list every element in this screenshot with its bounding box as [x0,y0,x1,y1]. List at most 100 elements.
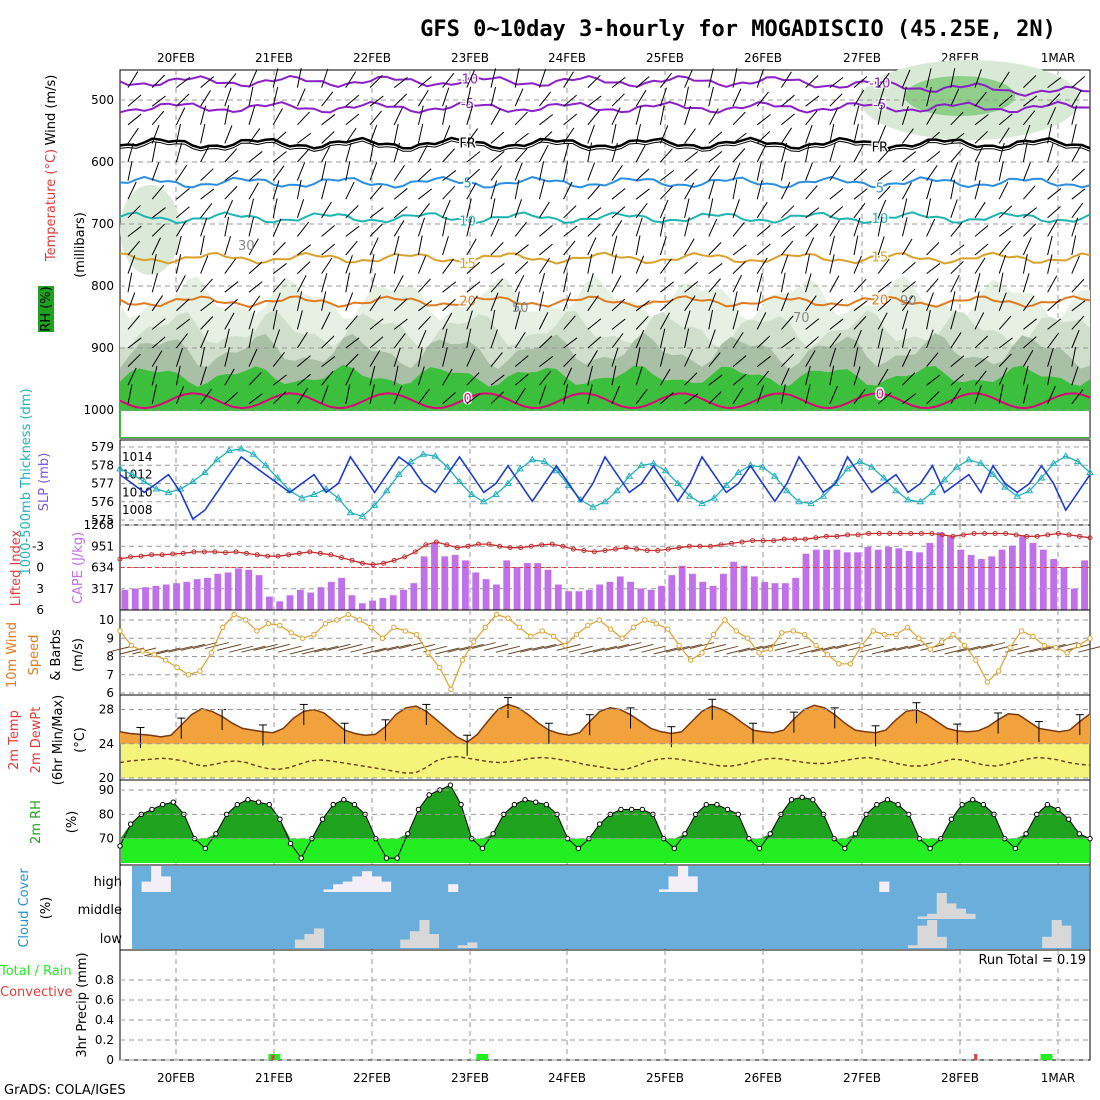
wind-barb [781,113,795,126]
thickness-point [237,444,246,452]
thickness-line [119,448,1091,518]
wind-barb [514,199,522,218]
wind-barb [587,124,595,144]
rh-point [948,816,955,822]
li-point [296,550,302,556]
wind-barb-10m [714,645,739,653]
cape-bar [689,573,696,610]
thickness-point [928,488,937,496]
wind-barb [756,291,762,311]
cloud-bar-high [342,881,353,892]
wind-barb [151,254,157,274]
wind-barb [514,387,526,405]
li-point [128,554,134,560]
wind-barb [853,89,865,107]
thickness-point [904,495,913,503]
wind-barb [635,145,646,163]
date-tick-bottom: 20FEB [157,1071,195,1085]
wind-barb [926,108,937,126]
wind-barb-10m [435,647,460,655]
rh-point [756,845,763,852]
wind-barb [926,86,932,107]
wind-barb [1071,235,1077,256]
rh-point [1023,831,1029,837]
wind-barb [1071,188,1086,200]
thickness-point [734,468,743,476]
cape-bar [286,595,294,610]
wind-barb [829,93,843,107]
wind-barb [272,131,287,144]
wind-speed-point [596,617,602,623]
thickness-tick: 578 [91,458,114,472]
li-point [876,531,882,536]
wind-barb [756,68,764,88]
precip-total-bar [476,1054,489,1060]
wind-barb [514,132,529,144]
wind-barb [611,123,617,144]
wind-barb [272,374,287,386]
wind-barb [853,105,860,125]
wind-barb [490,374,505,386]
wind-barb [538,161,545,181]
li-point [170,551,176,557]
wind-barb [974,201,986,219]
li-point [855,532,861,538]
wind-barb [829,206,844,219]
wind-barb [926,263,941,274]
wind-barb [611,365,617,386]
wind-barb-10m [605,643,630,651]
cape-bar [843,552,851,610]
wind-barb [321,335,335,349]
wind-barb [466,348,476,367]
wind-barb [272,278,286,293]
wind-barb [684,168,698,181]
wind-barb-10m [459,643,484,651]
wind-barb-10m [350,645,375,653]
wind-barb [1071,315,1085,330]
wind-barb [296,291,303,311]
wind-barb [127,272,133,293]
cloud-bar-low [304,934,315,948]
rh2m-panel: 70 80 90 2m RH (%) [29,779,1093,866]
wind-barb [1071,329,1080,349]
wind10m-panel: 6 7 8 9 10 (m/s) 10m Wind Speed & Barbs [5,609,1100,700]
wind-barb [611,206,626,219]
wind-barb-10m [144,649,169,657]
wind-barb-10m [192,642,217,650]
wind-speed-point [756,650,762,656]
rh-point [490,831,496,837]
wind-barb [708,374,723,386]
wind-barb [175,275,186,293]
wind-barb [127,384,133,404]
wind-barb [321,144,331,163]
temp-label-2: 2m DewPt [29,707,44,774]
wind-speed-point [619,635,625,641]
thickness-axis-label: 1000-500mb Thickness (dm) [19,388,34,575]
temp-contour [119,74,1091,97]
wind-barb [563,292,571,311]
thickness-point [297,494,306,501]
wind-barb [998,161,1004,181]
wind-barb [829,254,835,274]
wind-barb [901,198,908,218]
wind-barb [950,222,963,237]
wind-barb [1022,124,1031,144]
cape-bar [792,577,800,610]
wind-barb [1047,332,1059,349]
rh-point [543,801,550,808]
wind-barb [345,255,353,274]
wind-barb [418,76,432,88]
wind-barb [974,130,988,144]
wind-barb [442,148,455,163]
temp-label-1: 2m Temp [7,710,22,770]
wind-barb [877,392,892,405]
li-tick: 3 [36,582,44,596]
wind-barb [781,337,796,349]
li-point [939,532,945,538]
pressure-tick: 900 [91,341,114,355]
wind-speed-point [1030,633,1036,640]
wind-speed-point [790,628,796,634]
wind-barb [490,309,496,330]
wind-barb [1047,93,1061,107]
wind-barb [127,71,139,88]
